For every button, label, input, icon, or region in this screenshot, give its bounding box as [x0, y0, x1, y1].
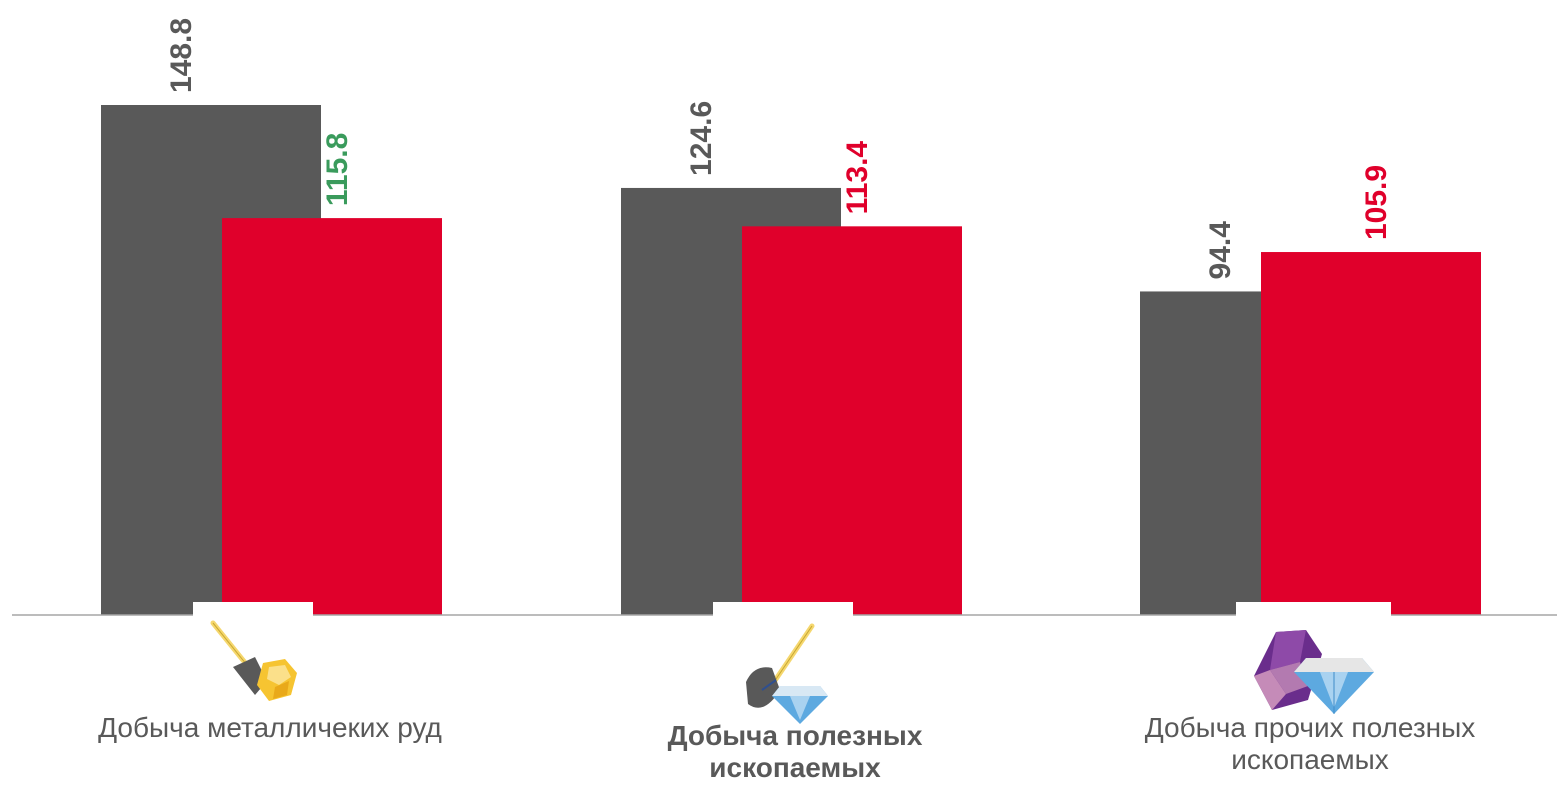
- category-label-1: Добыча металличеких руд: [98, 712, 442, 743]
- bars-layer: [101, 105, 1481, 616]
- value-labels-layer: 148.8 115.8 124.6 113.4 94.4 105.9: [165, 18, 1393, 280]
- bar-3-series-2: [1261, 252, 1481, 615]
- value-label-2-series-2: 113.4: [841, 141, 874, 215]
- value-label-1-series-2: 115.8: [321, 133, 354, 206]
- category-label-2: Добыча полезных ископаемых: [667, 720, 923, 783]
- shovel-diamond-icon: [746, 623, 828, 724]
- value-label-3-series-2: 105.9: [1360, 165, 1393, 240]
- crystals-diamond-icon: [1254, 630, 1374, 714]
- value-label-1-series-1: 148.8: [165, 18, 198, 93]
- shovel-gold-nugget-icon: [210, 620, 297, 701]
- icon-masks: [193, 602, 1391, 616]
- icons-layer: [210, 620, 1374, 724]
- category-label-3: Добыча прочих полезных ископаемых: [1144, 712, 1476, 775]
- value-label-2-series-1: 124.6: [685, 101, 718, 176]
- value-label-3-series-1: 94.4: [1204, 221, 1237, 280]
- icon-backdrop-2: [713, 602, 853, 616]
- icon-backdrop-3: [1236, 602, 1391, 616]
- icon-backdrop-1: [193, 602, 313, 616]
- bar-1-series-2: [222, 218, 442, 615]
- bar-2-series-2: [742, 226, 962, 616]
